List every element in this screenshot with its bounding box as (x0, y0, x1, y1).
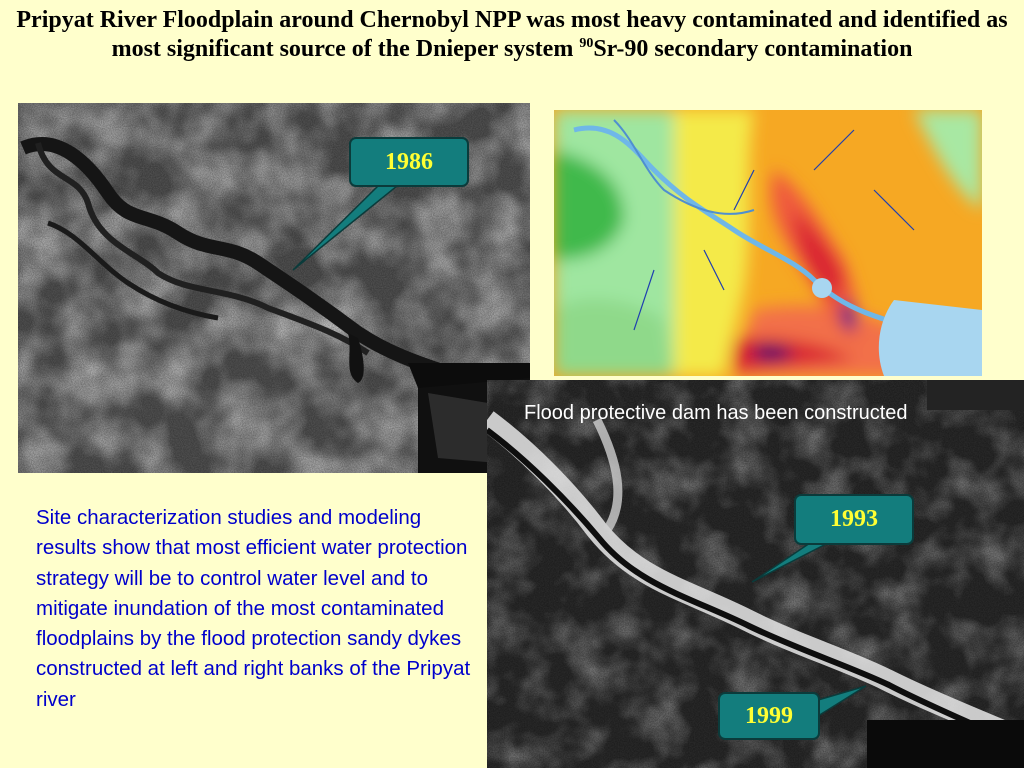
year-callout-1986: 1986 (349, 137, 469, 187)
contamination-map (554, 110, 982, 376)
year-callout-1993: 1993 (794, 494, 914, 545)
title-text: Pripyat River Floodplain around Chernoby… (16, 7, 1008, 62)
title-superscript: 90 (579, 36, 594, 51)
slide-title: Pripyat River Floodplain around Chernoby… (10, 6, 1014, 64)
year-callout-1999: 1999 (718, 692, 820, 740)
title-text-end: Sr-90 secondary contamination (593, 36, 913, 62)
body-paragraph: Site characterization studies and modeli… (36, 506, 471, 711)
dam-caption: Flood protective dam has been constructe… (524, 402, 908, 424)
